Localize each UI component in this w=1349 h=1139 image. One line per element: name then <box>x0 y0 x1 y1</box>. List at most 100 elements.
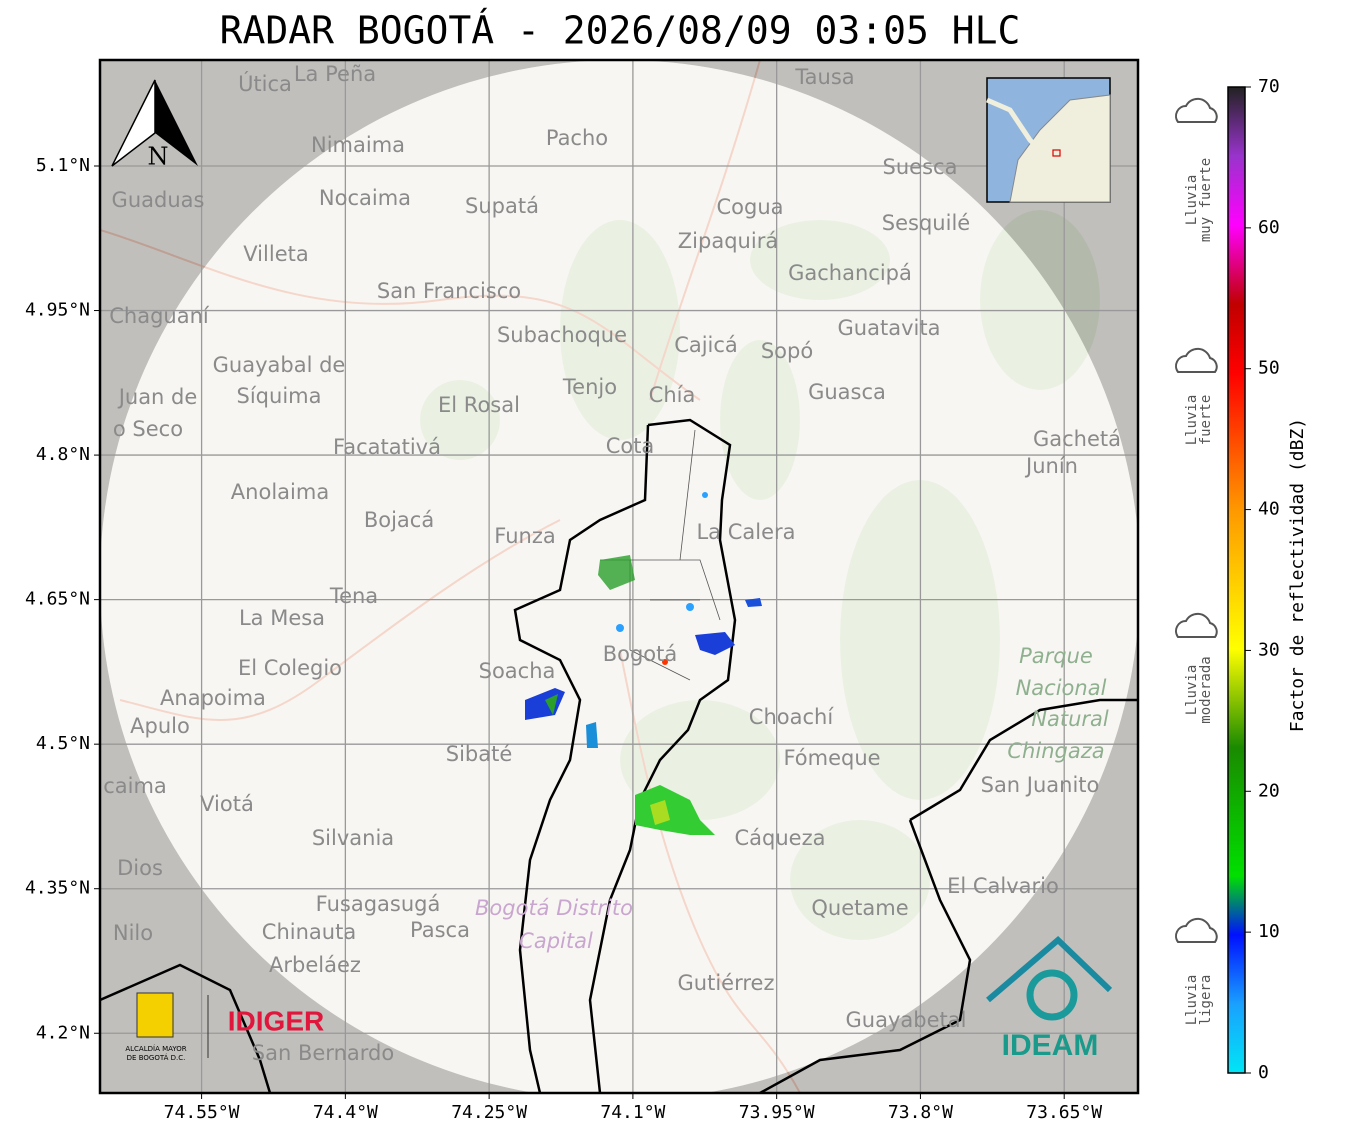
place-label: San Juanito <box>981 773 1100 797</box>
place-label: Nilo <box>113 921 153 945</box>
place-label: caima <box>103 774 167 798</box>
colorbar-tick-label: 70 <box>1258 76 1280 97</box>
place-label: La Calera <box>696 520 795 544</box>
place-label: Suesca <box>883 155 958 179</box>
rain-icon <box>1175 917 1218 943</box>
rain-level-label: moderada <box>1198 656 1214 723</box>
place-label: Chía <box>649 383 696 407</box>
rain-icon <box>1175 347 1218 373</box>
north-label: N <box>148 143 169 171</box>
y-tick-label: 4.95°N <box>25 300 90 321</box>
place-label: Sibaté <box>446 742 513 766</box>
place-label: Tausa <box>794 65 854 89</box>
y-tick-label: 4.65°N <box>25 589 90 610</box>
x-tick-label: 74.55°W <box>164 1102 240 1123</box>
colorbar <box>1227 86 1246 1074</box>
x-tick-label: 74.4°W <box>313 1102 378 1123</box>
park-label: Parque <box>1019 644 1093 668</box>
place-label: Fusagasugá <box>316 892 441 916</box>
place-label: Gachetá <box>1033 427 1121 451</box>
colorbar-tick-label: 60 <box>1258 217 1280 238</box>
place-label: Anapoima <box>160 686 266 710</box>
rain-level-label: Lluvia <box>1184 975 1200 1026</box>
place-label: Tena <box>329 584 378 608</box>
place-label: Zipaquirá <box>678 229 778 253</box>
rain-level-label: ligera <box>1198 975 1214 1026</box>
place-label: Supatá <box>465 194 539 218</box>
place-label: Junín <box>1024 454 1078 478</box>
idiger-logo: IDIGER <box>228 1005 324 1036</box>
place-label: San Francisco <box>377 279 521 303</box>
place-labels: Útica La Peña Tausa Pacho Nimaima Guaduas Noca… <box>103 62 1121 1065</box>
place-label: Guayabetal <box>846 1008 967 1032</box>
park-label: Chingaza <box>1007 739 1104 763</box>
place-label: Viotá <box>200 792 254 816</box>
place-label: Útica <box>238 71 292 96</box>
place-label: Bogotá <box>603 642 678 666</box>
place-label: Arbeláez <box>269 953 361 977</box>
place-label: Choachí <box>749 705 835 729</box>
place-label: Juan de <box>117 385 198 409</box>
place-label: San Bernardo <box>252 1041 394 1065</box>
rain-level-label: muy fuerte <box>1198 158 1214 242</box>
title: RADAR BOGOTÁ - 2026/08/09 03:05 HLC <box>220 9 1021 53</box>
place-label: Guatavita <box>838 316 941 340</box>
place-label: Apulo <box>130 714 190 738</box>
district-label: Capital <box>519 929 593 953</box>
radar-echoes <box>525 492 762 835</box>
place-label: Guayabal de <box>213 353 346 377</box>
place-label: El Colegio <box>238 656 342 680</box>
place-label: Cáqueza <box>735 826 826 850</box>
park-label: Natural <box>1031 707 1109 731</box>
rain-level-label: Lluvia <box>1184 665 1200 716</box>
place-label: Guaduas <box>112 188 205 212</box>
place-label: Gutiérrez <box>678 971 775 995</box>
colorbar-tick-label: 0 <box>1258 1062 1269 1083</box>
rain-level-label: Lluvia <box>1184 395 1200 446</box>
place-label: Chinauta <box>262 920 356 944</box>
y-tick-label: 4.2°N <box>36 1022 90 1043</box>
north-arrow: N <box>111 79 198 171</box>
place-label: Sesquilé <box>882 211 970 235</box>
place-label: Gachancipá <box>788 261 912 285</box>
colorbar-tick-label: 10 <box>1258 921 1280 942</box>
logos: ALCALDÍA MAYOR DE BOGOTÁ D.C. IDIGER IDE… <box>125 935 1113 1062</box>
place-label: Villeta <box>243 242 308 266</box>
x-tick-label: 73.95°W <box>739 1102 815 1123</box>
place-label: Soacha <box>479 659 556 683</box>
place-label: Sopó <box>761 339 813 363</box>
place-label: Nocaima <box>319 186 411 210</box>
place-label: Silvania <box>312 826 394 850</box>
place-label: Anolaima <box>231 480 329 504</box>
place-label: Fómeque <box>783 746 880 770</box>
graticule <box>100 60 1138 1093</box>
x-tick-label: 74.25°W <box>451 1102 527 1123</box>
place-label: Chaguaní <box>109 304 210 328</box>
place-label: o Seco <box>113 417 183 441</box>
map: N ALCALDÍA MAYOR DE BOGOTÁ D.C. IDIGER I… <box>100 60 1138 1093</box>
x-tick-label: 74.1°W <box>600 1102 665 1123</box>
place-label: Síquima <box>237 384 322 408</box>
rain-level-label: Lluvia <box>1184 175 1200 226</box>
inset-map <box>986 77 1111 203</box>
district-label: Bogotá Distrito <box>475 896 633 920</box>
place-label: Cajicá <box>674 333 738 357</box>
place-label: Facatativá <box>333 435 441 459</box>
place-label: La Mesa <box>239 606 325 630</box>
place-label: El Rosal <box>438 393 520 417</box>
x-tick-label: 73.8°W <box>888 1102 953 1123</box>
place-label: Funza <box>494 524 555 548</box>
place-label: Cogua <box>716 195 783 219</box>
y-tick-label: 4.8°N <box>36 444 90 465</box>
place-label: Pacho <box>546 126 608 150</box>
rain-level-label: fuerte <box>1198 395 1214 446</box>
ideam-logo: IDEAM <box>1002 1029 1099 1062</box>
colorbar-label: Factor de reflectividad (dBZ) <box>1287 418 1308 732</box>
y-tick-label: 4.35°N <box>25 878 90 899</box>
place-label: Subachoque <box>497 323 627 347</box>
y-tick-label: 5.1°N <box>36 155 90 176</box>
y-tick-label: 4.5°N <box>36 733 90 754</box>
x-tick-label: 73.65°W <box>1026 1102 1102 1123</box>
colorbar-tick-label: 50 <box>1258 358 1280 379</box>
